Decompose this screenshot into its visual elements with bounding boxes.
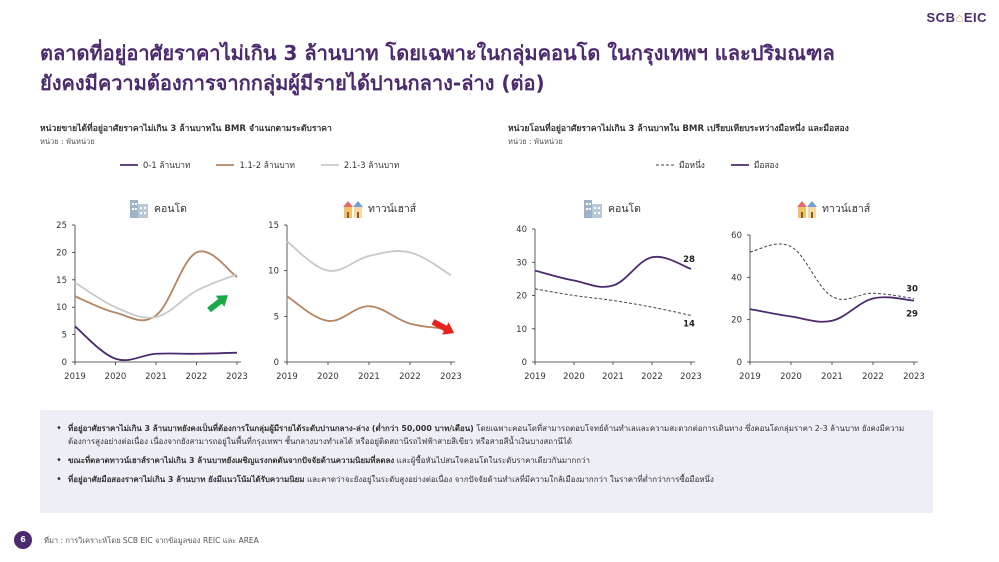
- left-panel-unit: หน่วย : พันหน่วย: [40, 137, 95, 146]
- x-tick-label: 2021: [145, 372, 167, 382]
- townhouse-icon: [343, 201, 363, 218]
- brand-logo: SCB⌂EIC: [926, 10, 987, 25]
- subtitle-condo-right: คอนโด: [582, 197, 641, 219]
- note-item: ขณะที่ตลาดทาวน์เฮาส์ราคาไม่เกิน 3 ล้านบา…: [56, 454, 917, 467]
- data-label: 30: [906, 285, 918, 295]
- y-tick-label: 40: [731, 273, 742, 283]
- series-line: [74, 273, 238, 319]
- legend-item-first-hand: มือหนึ่ง: [656, 160, 705, 170]
- page-number: 6: [14, 531, 32, 549]
- y-tick-label: 0: [522, 358, 527, 368]
- right-panel-unit: หน่วย : พันหน่วย: [508, 137, 563, 146]
- y-tick-label: 60: [731, 231, 742, 241]
- house-logo-icon: ⌂: [955, 10, 964, 25]
- series-line: [286, 295, 452, 331]
- x-tick-label: 2020: [317, 372, 339, 382]
- y-tick-label: 10: [516, 325, 527, 335]
- page-title-line1: ตลาดที่อยู่อาศัยราคาไม่เกิน 3 ล้านบาท โด…: [40, 41, 835, 65]
- series-line: [749, 243, 915, 300]
- subtitle-townhouse-left: ทาวน์เฮาส์: [342, 197, 416, 219]
- x-tick-label: 2023: [440, 372, 462, 382]
- data-label: 14: [683, 319, 695, 329]
- data-label: 29: [906, 310, 918, 320]
- condo-building-icon: [130, 200, 148, 218]
- notes-box: ที่อยู่อาศัยราคาไม่เกิน 3 ล้านบาทยังคงเป…: [40, 410, 933, 513]
- x-tick-label: 2019: [64, 372, 86, 382]
- series-line: [534, 288, 692, 316]
- x-tick-label: 2022: [186, 372, 208, 382]
- y-tick-label: 30: [516, 258, 527, 268]
- x-tick-label: 2019: [276, 372, 298, 382]
- townhouse-icon: [797, 201, 817, 218]
- x-tick-label: 2021: [602, 372, 624, 382]
- x-tick-label: 2023: [903, 372, 925, 382]
- x-tick-label: 2020: [563, 372, 585, 382]
- y-tick-label: 20: [56, 248, 67, 258]
- data-label: 28: [683, 255, 695, 265]
- y-tick-label: 5: [274, 312, 279, 322]
- y-tick-label: 20: [516, 292, 527, 302]
- arrow-up-icon: [207, 295, 228, 313]
- y-tick-label: 25: [56, 221, 67, 231]
- x-tick-label: 2022: [641, 372, 663, 382]
- x-tick-label: 2020: [780, 372, 802, 382]
- left-panel-title: หน่วยขายได้ที่อยู่อาศัยราคาไม่เกิน 3 ล้า…: [40, 124, 332, 134]
- legend-item-0-1: 0-1 ล้านบาท: [120, 160, 191, 170]
- left-legend: 0-1 ล้านบาท 1.1-2 ล้านบาท 2.1-3 ล้านบาท: [120, 158, 425, 172]
- series-line: [534, 255, 692, 288]
- x-tick-label: 2022: [862, 372, 884, 382]
- y-tick-label: 15: [56, 276, 67, 286]
- x-tick-label: 2021: [358, 372, 380, 382]
- series-line: [286, 240, 452, 277]
- source-note: ที่มา : การวิเคราะห์โดย SCB EIC จากข้อมู…: [44, 536, 259, 545]
- legend-item-1-2: 1.1-2 ล้านบาท: [216, 160, 295, 170]
- y-tick-label: 5: [62, 331, 67, 341]
- legend-item-2-3: 2.1-3 ล้านบาท: [320, 160, 400, 170]
- note-item: ที่อยู่อาศัยราคาไม่เกิน 3 ล้านบาทยังคงเป…: [56, 422, 917, 448]
- y-tick-label: 10: [268, 267, 279, 277]
- series-line: [74, 325, 238, 362]
- y-tick-label: 15: [268, 221, 279, 231]
- condo-building-icon: [584, 200, 602, 218]
- y-tick-label: 20: [731, 316, 742, 326]
- x-tick-label: 2019: [739, 372, 761, 382]
- x-tick-label: 2022: [399, 372, 421, 382]
- subtitle-townhouse-right: ทาวน์เฮาส์: [796, 197, 870, 219]
- y-tick-label: 40: [516, 225, 527, 235]
- y-tick-label: 0: [737, 358, 742, 368]
- legend-item-second-hand: มือสอง: [730, 160, 779, 170]
- page-title-line2: ยังคงมีความต้องการจากกลุ่มผู้มีรายได้ปาน…: [40, 71, 545, 95]
- page-title: ตลาดที่อยู่อาศัยราคาไม่เกิน 3 ล้านบาท โด…: [40, 38, 960, 98]
- subtitle-condo-left: คอนโด: [128, 197, 187, 219]
- x-tick-label: 2023: [226, 372, 248, 382]
- series-line: [749, 296, 915, 323]
- x-tick-label: 2023: [680, 372, 702, 382]
- right-legend: มือหนึ่ง มือสอง: [656, 158, 805, 172]
- x-tick-label: 2019: [524, 372, 546, 382]
- y-tick-label: 10: [56, 303, 67, 313]
- note-item: ที่อยู่อาศัยมือสองราคาไม่เกิน 3 ล้านบาท …: [56, 473, 917, 486]
- right-panel-title: หน่วยโอนที่อยู่อาศัยราคาไม่เกิน 3 ล้านบา…: [508, 124, 849, 134]
- y-tick-label: 0: [274, 358, 279, 368]
- series-line: [74, 250, 238, 322]
- arrow-down-icon: [431, 319, 455, 335]
- x-tick-label: 2021: [821, 372, 843, 382]
- y-tick-label: 0: [62, 358, 67, 368]
- x-tick-label: 2020: [105, 372, 127, 382]
